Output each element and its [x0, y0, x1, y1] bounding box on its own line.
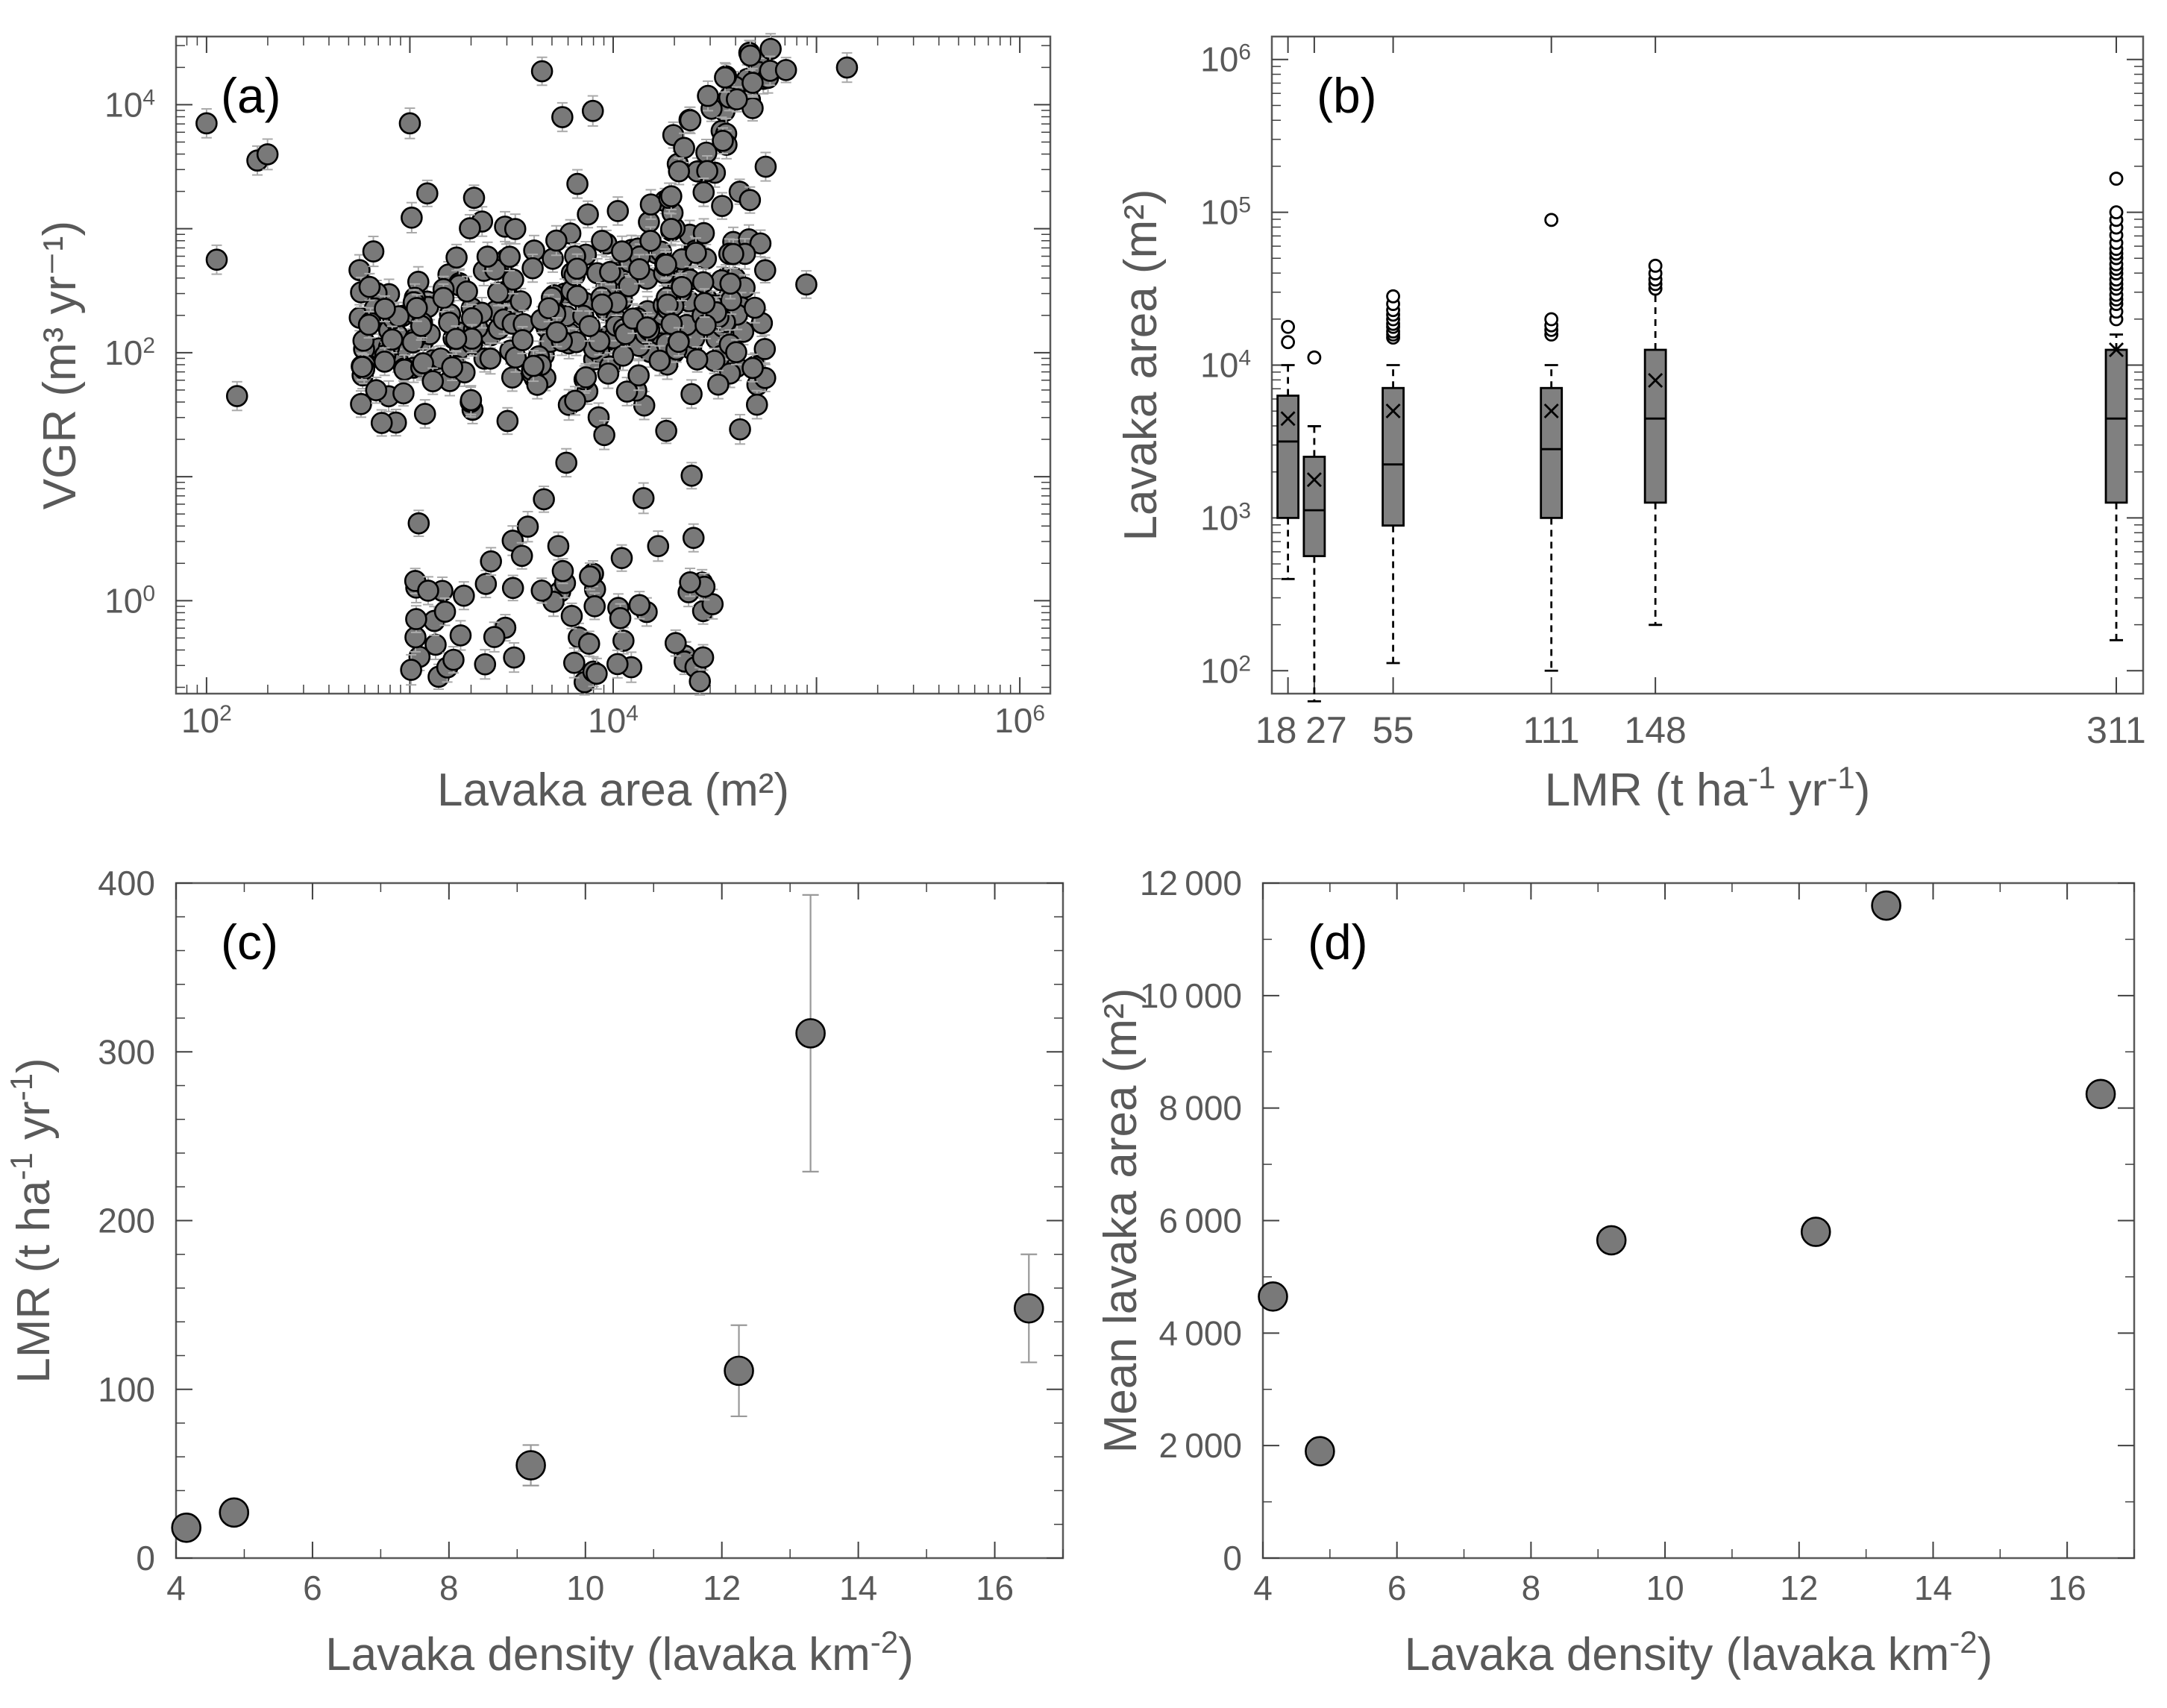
svg-text:Lavaka area (m²): Lavaka area (m²): [437, 764, 789, 816]
svg-text:4: 4: [1253, 1569, 1273, 1607]
svg-text:(b): (b): [1317, 68, 1377, 123]
svg-text:12: 12: [1780, 1569, 1818, 1607]
svg-text:14: 14: [839, 1569, 877, 1607]
svg-text:6 000: 6 000: [1158, 1202, 1242, 1240]
svg-text:Lavaka density (lavaka km-2): Lavaka density (lavaka km-2): [325, 1624, 914, 1681]
svg-text:4: 4: [166, 1569, 186, 1607]
svg-text:14: 14: [1914, 1569, 1952, 1607]
svg-text:10 000: 10 000: [1140, 976, 1242, 1015]
svg-text:10: 10: [566, 1569, 604, 1607]
svg-text:VGR (m³ yr⁻¹): VGR (m³ yr⁻¹): [34, 221, 86, 509]
svg-text:Mean lavaka area (m²): Mean lavaka area (m²): [1095, 988, 1147, 1454]
svg-text:16: 16: [976, 1569, 1014, 1607]
svg-text:LMR (t ha-1 yr-1): LMR (t ha-1 yr-1): [4, 1058, 60, 1383]
svg-text:(a): (a): [221, 68, 281, 123]
svg-text:8 000: 8 000: [1158, 1089, 1242, 1128]
svg-text:148: 148: [1624, 709, 1686, 751]
svg-text:55: 55: [1373, 709, 1414, 751]
svg-text:200: 200: [98, 1202, 155, 1240]
svg-text:12: 12: [703, 1569, 741, 1607]
svg-text:Lavaka density (lavaka km-2): Lavaka density (lavaka km-2): [1405, 1624, 1993, 1681]
svg-text:300: 300: [98, 1032, 155, 1071]
svg-text:400: 400: [98, 864, 155, 902]
svg-text:12 000: 12 000: [1140, 864, 1242, 902]
svg-text:6: 6: [303, 1569, 322, 1607]
svg-text:18: 18: [1255, 709, 1297, 751]
svg-text:0: 0: [136, 1539, 155, 1577]
svg-text:8: 8: [439, 1569, 459, 1607]
svg-text:4 000: 4 000: [1158, 1313, 1242, 1352]
svg-text:27: 27: [1305, 709, 1347, 751]
svg-text:0: 0: [1223, 1539, 1242, 1577]
svg-text:LMR (t ha-1 yr-1): LMR (t ha-1 yr-1): [1545, 760, 1870, 817]
svg-text:2 000: 2 000: [1158, 1426, 1242, 1465]
svg-text:10: 10: [1646, 1569, 1684, 1607]
svg-text:Lavaka area (m²): Lavaka area (m²): [1115, 189, 1167, 541]
svg-text:(c): (c): [221, 914, 278, 970]
svg-text:8: 8: [1522, 1569, 1541, 1607]
svg-text:16: 16: [2048, 1569, 2086, 1607]
svg-text:(d): (d): [1308, 914, 1368, 970]
svg-text:100: 100: [98, 1370, 155, 1409]
svg-text:6: 6: [1387, 1569, 1407, 1607]
svg-text:311: 311: [2086, 709, 2146, 751]
svg-text:111: 111: [1523, 709, 1580, 751]
